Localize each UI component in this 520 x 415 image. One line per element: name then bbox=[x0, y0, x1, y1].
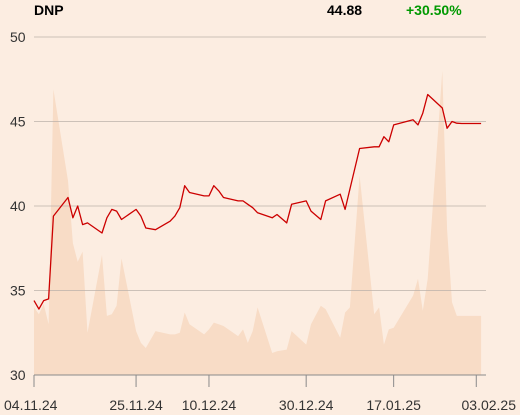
x-tick-label: 10.12.24 bbox=[182, 397, 237, 413]
last-price: 44.88 bbox=[327, 2, 363, 18]
x-tick-label: 04.11.24 bbox=[4, 397, 58, 413]
x-tick-label: 17.01.25 bbox=[366, 397, 421, 413]
price-change-percent: +30.50% bbox=[406, 2, 462, 18]
price-line bbox=[33, 93, 482, 310]
y-tick-label: 35 bbox=[10, 283, 26, 299]
volume-area bbox=[34, 70, 482, 376]
ticker-symbol: DNP bbox=[34, 2, 64, 18]
x-tick-label: 25.11.24 bbox=[109, 397, 163, 413]
x-tick-label: 03.02.25 bbox=[462, 397, 517, 413]
y-tick-label: 45 bbox=[10, 114, 26, 130]
x-tick-label: 30.12.24 bbox=[279, 397, 334, 413]
y-tick-label: 40 bbox=[10, 198, 26, 214]
y-tick-label: 50 bbox=[10, 29, 26, 45]
y-tick-label: 30 bbox=[10, 367, 26, 383]
